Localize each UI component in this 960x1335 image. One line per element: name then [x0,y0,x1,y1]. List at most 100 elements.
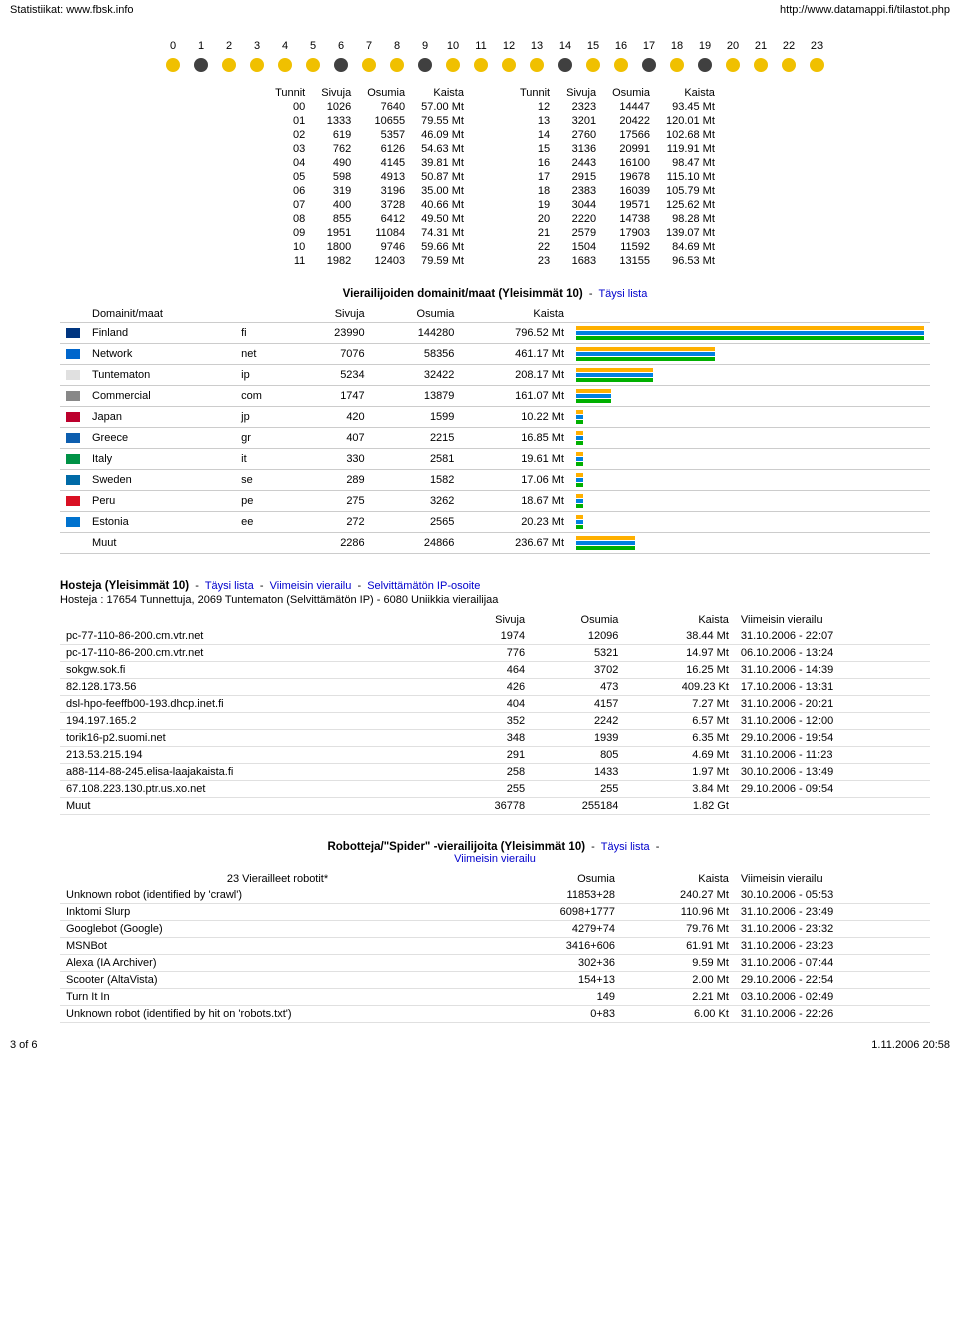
hour-label: 23 [803,40,831,52]
domain-name: Italy [86,449,235,470]
robot-name: Unknown robot (identified by 'crawl') [60,887,495,904]
hour-label: 2 [215,40,243,52]
host-row: 213.53.215.1942918054.69 Mt31.10.2006 - … [60,747,930,764]
hour-label: 22 [775,40,803,52]
robot-name: Turn It In [60,989,495,1006]
page-footer: 3 of 6 1.11.2006 20:58 [0,1033,960,1057]
robot-name: Scooter (AltaVista) [60,972,495,989]
hour-pie-icon [558,58,572,72]
hour-pies [60,58,930,72]
hourly-row: 05598491350.87 Mt [267,170,472,184]
hour-label: 12 [495,40,523,52]
hourly-header: Tunnit [267,86,313,100]
hourly-row: 2215041159284.69 Mt [512,240,723,254]
flag-icon [66,454,80,464]
hourly-row: 2022201473898.28 Mt [512,212,723,226]
hourly-header: Sivuja [558,86,604,100]
hour-pie-icon [194,58,208,72]
host-name: 82.128.173.56 [60,679,452,696]
domains-header: Osumia [371,306,461,323]
robot-name: Unknown robot (identified by hit on 'rob… [60,1006,495,1023]
hour-label: 20 [719,40,747,52]
hourly-row: 101800974659.66 Mt [267,240,472,254]
robots-table: 23 Vierailleet robotit*OsumiaKaistaViime… [60,871,930,1023]
hour-pie-icon [698,58,712,72]
domains-header: Sivuja [294,306,371,323]
domains-full-list-link[interactable]: Täysi lista [598,288,647,300]
hosts-header: Sivuja [452,612,532,628]
hour-pie-icon [390,58,404,72]
hour-label: 11 [467,40,495,52]
host-row: 67.108.223.130.ptr.us.xo.net2552553.84 M… [60,781,930,798]
domain-bar [570,449,930,470]
hourly-header: Sivuja [313,86,359,100]
domain-name: Commercial [86,386,235,407]
domain-row: Muut228624866236.67 Mt [60,533,930,554]
hour-pie-icon [418,58,432,72]
hour-label: 16 [607,40,635,52]
host-name: dsl-hpo-feeffb00-193.dhcp.inet.fi [60,696,452,713]
hourly-row: 02619535746.09 Mt [267,128,472,142]
hour-pie-icon [446,58,460,72]
hourly-row: 08855641249.50 Mt [267,212,472,226]
page-header: Statistiikat: www.fbsk.info http://www.d… [0,0,960,20]
host-name: a88-114-88-245.elisa-laajakaista.fi [60,764,452,781]
flag-icon [66,433,80,443]
footer-right: 1.11.2006 20:58 [871,1039,950,1051]
domain-row: Tuntematonip523432422208.17 Mt [60,365,930,386]
hour-pie-icon [502,58,516,72]
host-name: sokgw.sok.fi [60,662,452,679]
host-name: 194.197.165.2 [60,713,452,730]
flag-icon [66,412,80,422]
header-right: http://www.datamappi.fi/tilastot.php [780,4,950,16]
robots-last-link[interactable]: Viimeisin vierailu [454,853,536,865]
hosts-header: Viimeisin vierailu [735,612,930,628]
hour-label: 18 [663,40,691,52]
robots-header: Viimeisin vierailu [735,871,930,887]
domains-header: Domainit/maat [86,306,235,323]
domain-row: Finlandfi23990144280796.52 Mt [60,323,930,344]
domain-bar [570,428,930,449]
hourly-row: 14276017566102.68 Mt [512,128,723,142]
hourly-table-left: TunnitSivujaOsumiaKaista 001026764057.00… [267,86,472,268]
hosts-full-link[interactable]: Täysi lista [205,580,254,592]
hourly-header: Kaista [413,86,472,100]
hour-pie-icon [278,58,292,72]
hour-pie-icon [586,58,600,72]
hosts-unknown-link[interactable]: Selvittämätön IP-osoite [367,580,480,592]
hourly-row: 18238316039105.79 Mt [512,184,723,198]
hourly-table-right: TunnitSivujaOsumiaKaista 1223231444793.4… [512,86,723,268]
hour-pie-icon [530,58,544,72]
domain-tld: net [235,344,294,365]
hosts-last-link[interactable]: Viimeisin vierailu [270,580,352,592]
hour-pie-icon [810,58,824,72]
robot-row: MSNBot3416+60661.91 Mt31.10.2006 - 23:23 [60,938,930,955]
domain-tld [235,533,294,554]
hour-label: 21 [747,40,775,52]
robot-row: Googlebot (Google)4279+7479.76 Mt31.10.2… [60,921,930,938]
hosts-subtitle: Hosteja : 17654 Tunnettuja, 2069 Tuntema… [60,594,930,606]
flag-icon [66,370,80,380]
hour-label: 4 [271,40,299,52]
hour-pie-icon [166,58,180,72]
domain-tld: jp [235,407,294,428]
domain-bar [570,533,930,554]
hosts-title: Hosteja (Yleisimmät 10) [60,580,189,592]
hourly-header: Osumia [604,86,658,100]
robot-row: Inktomi Slurp6098+1777110.96 Mt31.10.200… [60,904,930,921]
hour-label: 10 [439,40,467,52]
robot-row: Scooter (AltaVista)154+132.00 Mt29.10.20… [60,972,930,989]
hourly-row: 04490414539.81 Mt [267,156,472,170]
robot-name: MSNBot [60,938,495,955]
host-row: pc-17-110-86-200.cm.vtr.net776532114.97 … [60,645,930,662]
domain-tld: ip [235,365,294,386]
footer-left: 3 of 6 [10,1039,38,1051]
hourly-row: 13320120422120.01 Mt [512,114,723,128]
hourly-row: 1223231444793.45 Mt [512,100,723,114]
host-row: torik16-p2.suomi.net34819396.35 Mt29.10.… [60,730,930,747]
domain-tld: com [235,386,294,407]
hour-pie-icon [614,58,628,72]
hourly-row: 2316831315596.53 Mt [512,254,723,268]
robots-full-link[interactable]: Täysi lista [601,841,650,853]
hour-label: 17 [635,40,663,52]
